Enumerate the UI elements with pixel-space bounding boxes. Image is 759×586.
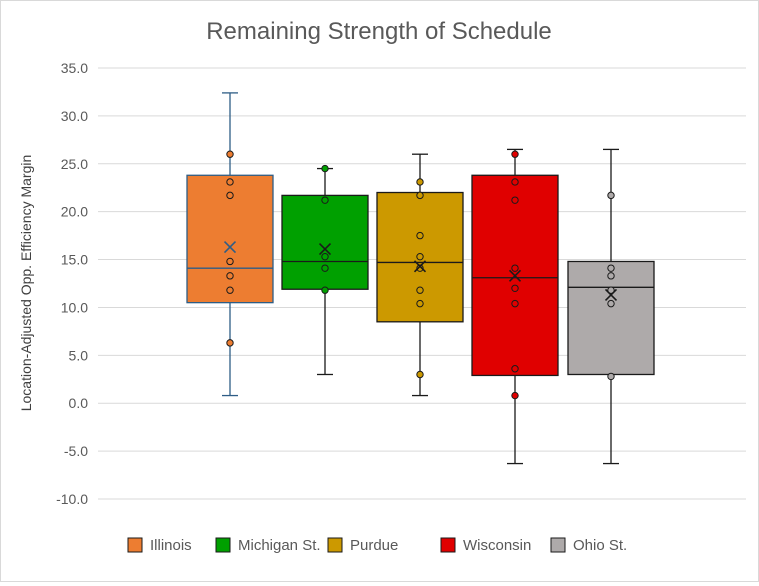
y-tick-label: 35.0 — [61, 60, 88, 76]
mean-marker-stroke — [604, 288, 618, 302]
legend-item: Ohio St. — [550, 537, 627, 554]
data-point — [416, 231, 424, 240]
mean-marker — [223, 241, 237, 254]
data-point — [511, 365, 519, 373]
box-iqr — [567, 260, 655, 376]
legend-item: Michigan St. — [215, 537, 321, 554]
data-point — [226, 339, 234, 347]
y-axis-ticks: 35.0 30.0 25.0 20.0 15.0 10.0 5.0 0.0 -5.0 -10.0 — [56, 60, 88, 507]
chart-title: Remaining Strength of Schedule — [206, 18, 552, 45]
data-point — [226, 257, 234, 266]
data-point — [511, 391, 519, 400]
y-tick-label: 20.0 — [61, 204, 88, 220]
mean-marker-stroke — [413, 260, 427, 273]
data-point — [511, 178, 519, 186]
legend-swatch — [215, 537, 231, 553]
legend-item: Purdue — [327, 537, 398, 554]
legend-swatch — [327, 537, 343, 553]
data-point — [607, 264, 615, 272]
data-point — [607, 372, 615, 381]
legend-swatch — [550, 537, 566, 553]
legend-label: Michigan St. — [238, 537, 321, 554]
data-point — [607, 286, 615, 294]
data-point — [416, 299, 424, 308]
box-series — [186, 92, 655, 465]
data-point — [226, 286, 234, 294]
box-purdue — [376, 153, 464, 397]
data-point — [321, 286, 329, 294]
y-tick-label: 25.0 — [61, 156, 88, 172]
legend-swatch — [127, 537, 143, 553]
legend-label: Wisconsin — [463, 537, 531, 554]
data-point — [416, 252, 424, 261]
data-point — [416, 286, 424, 294]
data-point — [226, 150, 234, 158]
box-illinois — [186, 92, 274, 397]
data-point — [226, 272, 234, 280]
legend-item: Illinois — [127, 537, 192, 554]
y-tick-label: 10.0 — [61, 299, 88, 315]
box-ohio-st — [567, 148, 655, 465]
data-point — [321, 264, 329, 272]
data-point — [511, 196, 519, 204]
legend-label: Illinois — [150, 537, 192, 554]
data-point — [321, 252, 329, 261]
y-tick-label: 30.0 — [61, 108, 88, 124]
box-iqr — [281, 194, 369, 290]
legend-label: Purdue — [350, 537, 398, 554]
data-point — [607, 299, 615, 308]
data-point — [321, 164, 329, 173]
data-point — [226, 178, 234, 186]
legend: Illinois Michigan St. Purdue Wisconsin Ohio … — [127, 537, 627, 554]
box-wisconsin — [471, 148, 559, 465]
data-point — [511, 299, 519, 308]
data-point — [511, 264, 519, 272]
mean-marker — [318, 242, 332, 256]
y-tick-label: -5.0 — [64, 443, 88, 459]
y-tick-label: 5.0 — [69, 347, 89, 363]
data-point — [511, 284, 519, 292]
y-tick-label: 15.0 — [61, 252, 88, 268]
data-point — [416, 370, 424, 379]
mean-marker-stroke — [508, 269, 522, 282]
data-point — [321, 196, 329, 204]
data-point — [416, 191, 424, 200]
box-michigan-st — [281, 164, 369, 376]
mean-marker — [508, 269, 522, 282]
data-point — [416, 264, 424, 272]
data-point — [607, 191, 615, 200]
legend-label: Ohio St. — [573, 537, 627, 554]
mean-marker — [604, 288, 618, 302]
y-tick-label: 0.0 — [69, 395, 89, 411]
mean-marker-stroke — [223, 241, 237, 254]
y-axis-label: Location-Adjusted Opp. Efficiency Margin — [18, 155, 34, 412]
data-point — [511, 150, 519, 158]
mean-marker-stroke — [318, 242, 332, 256]
y-tick-label: -10.0 — [56, 491, 88, 507]
legend-item: Wisconsin — [440, 537, 531, 554]
mean-marker — [413, 260, 427, 273]
legend-swatch — [440, 537, 456, 553]
data-point — [226, 191, 234, 200]
data-point — [607, 272, 615, 280]
data-point — [416, 178, 424, 186]
